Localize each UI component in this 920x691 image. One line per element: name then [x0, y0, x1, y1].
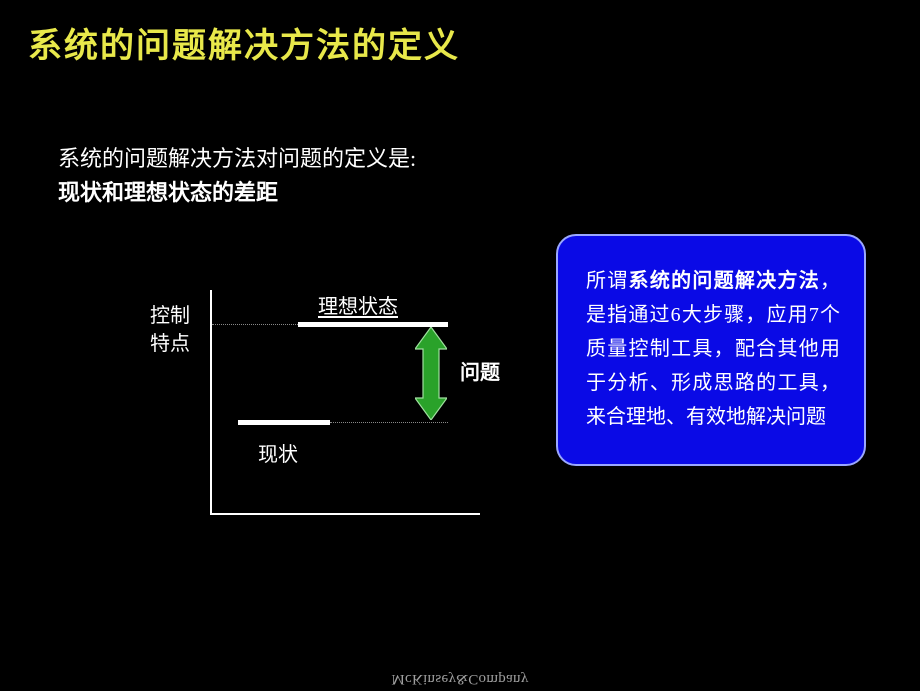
intro-line2: 现状和理想状态的差距 [58, 176, 416, 210]
problem-label: 问题 [460, 356, 500, 385]
current-state-label: 现状 [258, 438, 298, 467]
y-axis-label: 控制特点 [150, 302, 198, 358]
x-axis [210, 513, 480, 515]
callout-bold: 系统的问题解决方法 [629, 270, 820, 292]
ideal-guideline [212, 324, 298, 325]
current-guideline [330, 422, 448, 423]
gap-diagram: 控制特点 理想状态 现状 问题 [150, 280, 520, 540]
current-state-bar [238, 420, 330, 425]
arrow-shape [415, 327, 447, 420]
page-title: 系统的问题解决方法的定义 [28, 18, 460, 67]
double-arrow-icon [415, 327, 447, 420]
footer-brand: McKinsey&Company [391, 670, 528, 687]
callout-rest: ， 是指通过6大步骤，应用7个质量控制工具，配合其他用于分析、形成思路的工具，来… [586, 270, 840, 428]
intro-line1: 系统的问题解决方法对问题的定义是: [58, 142, 416, 176]
definition-callout: 所谓系统的问题解决方法， 是指通过6大步骤，应用7个质量控制工具，配合其他用于分… [556, 234, 866, 466]
intro-text: 系统的问题解决方法对问题的定义是: 现状和理想状态的差距 [58, 142, 416, 210]
chart-area: 理想状态 现状 问题 [210, 290, 510, 520]
ideal-state-label: 理想状态 [318, 290, 398, 319]
callout-prefix: 所谓 [586, 270, 629, 292]
